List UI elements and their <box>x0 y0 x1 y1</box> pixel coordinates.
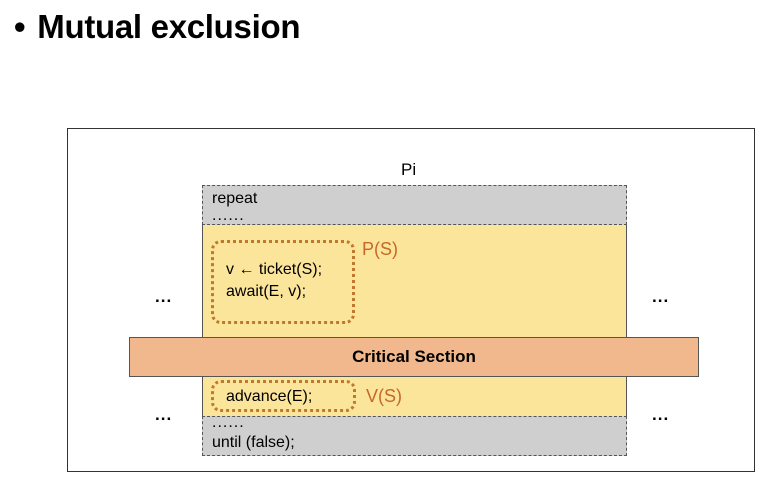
v-operation-label: V(S) <box>366 386 402 406</box>
bullet-icon: • <box>14 8 26 45</box>
repeat-block <box>202 185 627 225</box>
top-ellipsis-line: ...... <box>212 207 245 224</box>
slide-title: • Mutual exclusion <box>14 8 300 46</box>
critical-section-label: Critical Section <box>352 347 476 366</box>
right-ellipsis-upper: ... <box>652 287 670 306</box>
right-ellipsis-lower: ... <box>652 405 670 424</box>
slide-title-text: Mutual exclusion <box>37 8 301 45</box>
repeat-line: repeat <box>212 190 258 207</box>
advance-line: advance(E); <box>226 388 313 405</box>
bottom-ellipsis-line: ...... <box>212 414 245 431</box>
await-line: await(E, v); <box>226 283 307 300</box>
exit-code-box <box>211 380 356 412</box>
left-ellipsis-upper: ... <box>155 287 173 306</box>
critical-section-bar: Critical Section <box>129 337 699 377</box>
process-label: Pi <box>401 160 417 179</box>
p-operation-label: P(S) <box>362 239 398 259</box>
left-ellipsis-lower: ... <box>155 405 173 424</box>
entry-section <box>202 225 627 338</box>
ticket-line: v ← ticket(S); <box>226 261 323 278</box>
entry-code-box <box>211 240 355 324</box>
until-line: until (false); <box>212 434 295 451</box>
until-block <box>202 416 627 456</box>
